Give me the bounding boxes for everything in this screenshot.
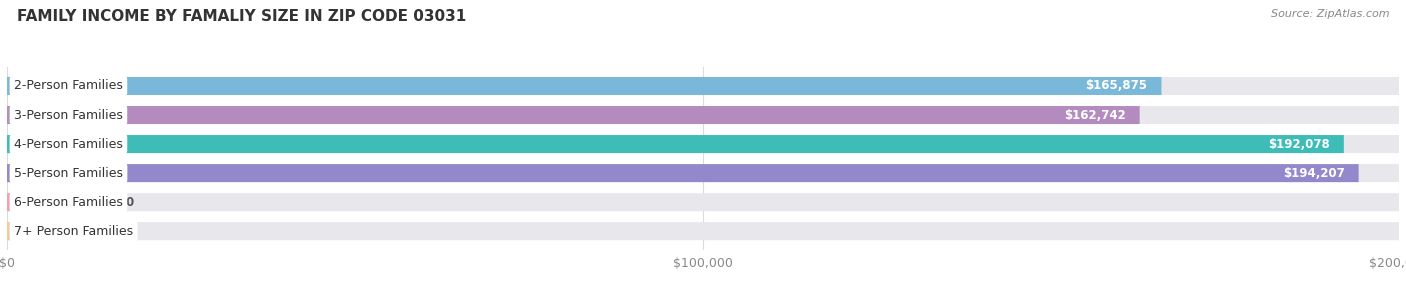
FancyBboxPatch shape xyxy=(7,193,1399,211)
Text: 7+ Person Families: 7+ Person Families xyxy=(14,225,134,238)
FancyBboxPatch shape xyxy=(7,164,1358,182)
Text: $165,875: $165,875 xyxy=(1085,80,1147,92)
FancyBboxPatch shape xyxy=(7,77,1399,95)
FancyBboxPatch shape xyxy=(7,222,1399,240)
Text: 3-Person Families: 3-Person Families xyxy=(14,109,122,121)
FancyBboxPatch shape xyxy=(7,135,1399,153)
FancyBboxPatch shape xyxy=(7,193,97,211)
Text: $194,207: $194,207 xyxy=(1284,167,1344,180)
Text: 6-Person Families: 6-Person Families xyxy=(14,196,122,209)
Text: Source: ZipAtlas.com: Source: ZipAtlas.com xyxy=(1271,9,1389,19)
Text: 4-Person Families: 4-Person Families xyxy=(14,138,122,151)
Text: $0: $0 xyxy=(118,196,135,209)
FancyBboxPatch shape xyxy=(7,164,1399,182)
Text: $192,078: $192,078 xyxy=(1268,138,1330,151)
Text: 2-Person Families: 2-Person Families xyxy=(14,80,122,92)
FancyBboxPatch shape xyxy=(7,135,1344,153)
Text: FAMILY INCOME BY FAMALIY SIZE IN ZIP CODE 03031: FAMILY INCOME BY FAMALIY SIZE IN ZIP COD… xyxy=(17,9,467,24)
FancyBboxPatch shape xyxy=(7,106,1140,124)
Text: $162,742: $162,742 xyxy=(1064,109,1126,121)
Text: 5-Person Families: 5-Person Families xyxy=(14,167,122,180)
FancyBboxPatch shape xyxy=(7,106,1399,124)
FancyBboxPatch shape xyxy=(7,77,1161,95)
Text: $0: $0 xyxy=(118,225,135,238)
FancyBboxPatch shape xyxy=(7,222,97,240)
